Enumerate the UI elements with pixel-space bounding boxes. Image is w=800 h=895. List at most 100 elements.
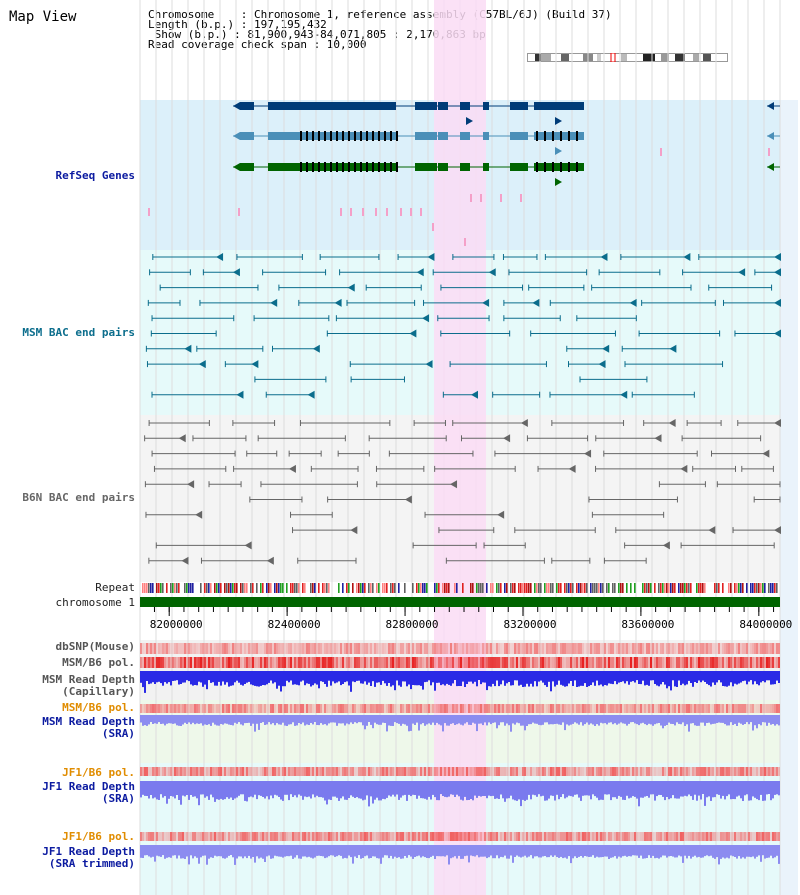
dbsnp-heat [246,643,248,654]
jf1-pol-trim-heat [268,832,270,841]
msm-pol-heat [716,657,718,668]
repeat-mark [762,583,764,593]
msm-pol-heat [304,657,306,668]
msm-pol-sra-heat [526,704,528,713]
track-label-msm-bac[interactable]: MSM BAC end pairs [22,326,135,339]
msm-depth-sra-bar [618,715,620,724]
repeat-mark [242,583,244,593]
jf1-pol-trim-heat [290,832,292,841]
jf1-pol-heat [266,767,268,776]
msm-pol-heat [578,657,580,668]
msm-pol-sra-heat [186,704,188,713]
jf1-depth-trim-bar [662,845,664,856]
msm-depth-sra-bar [356,715,358,724]
jf1-pol-heat [550,767,552,776]
jf1-depth-sra-bar [422,781,424,799]
msm-pol-sra-heat [174,704,176,713]
msm-pol-heat [650,657,652,668]
jf1-pol-heat [564,767,566,776]
jf1-pol-heat [142,767,144,776]
msm-pol-heat [662,657,664,668]
dbsnp-heat [702,643,704,654]
msm-pol-heat [730,657,732,668]
dbsnp-heat [570,643,572,654]
dbsnp-heat [348,643,350,654]
refseq-mark [400,208,402,216]
msm-depth-sra-bar [628,715,630,724]
msm-pol-sra-heat [376,704,378,713]
msm-depth-sra-bar [480,715,482,724]
jf1-depth-trim-bar [222,845,224,859]
jf1-pol-heat [624,767,626,776]
track-label-refseq[interactable]: RefSeq Genes [55,169,135,182]
msm-depth-sra-bar [260,715,262,723]
refseq-exon [534,163,584,171]
dbsnp-heat [214,643,216,654]
msm-pol-sra-heat [248,704,250,713]
jf1-pol-heat [486,767,488,776]
msm-depth-cap-bar [176,671,178,681]
msm-depth-sra-bar [264,715,266,725]
msm-depth-cap-bar [628,671,630,685]
jf1-depth-trim-bar [200,845,202,858]
jf1-depth-trim-bar [550,845,552,856]
jf1-pol-heat [312,767,314,776]
msm-depth-cap-bar [192,671,194,686]
msm-depth-sra-bar [314,715,316,722]
jf1-depth-trim-bar [688,845,690,856]
track-label-b6n-bac[interactable]: B6N BAC end pairs [22,491,135,504]
jf1-depth-trim-bar [660,845,662,858]
msm-pol-heat [628,657,630,668]
msm-pol-heat [696,657,698,668]
jf1-depth-trim-bar [610,845,612,858]
dbsnp-heat [202,643,204,654]
jf1-depth-sra-bar [396,781,398,795]
repeat-mark [750,583,752,593]
jf1-pol-heat [518,767,520,776]
msm-depth-sra-bar [748,715,750,725]
msm-depth-cap-bar [242,671,244,686]
jf1-depth-trim-bar [720,845,722,859]
jf1-pol-trim-heat [370,832,372,841]
jf1-pol-heat [700,767,702,776]
msm-bac-end-marker [774,253,781,261]
jf1-pol-trim-heat [244,832,246,841]
dbsnp-heat [598,643,600,654]
jf1-depth-trim-bar [600,845,602,858]
jf1-depth-trim-bar [224,845,226,859]
msm-pol-sra-heat [338,704,340,713]
jf1-pol-heat [284,767,286,776]
jf1-depth-sra-bar [162,781,164,798]
msm-pol-sra-heat [552,704,554,713]
msm-pol-sra-heat [646,704,648,713]
jf1-pol-heat [778,767,780,776]
jf1-pol-trim-heat [406,832,408,841]
repeat-mark [648,583,650,593]
msm-depth-cap-bar [168,671,170,683]
msm-depth-cap-bar [530,671,532,684]
jf1-pol-heat [304,767,306,776]
jf1-pol-trim-heat [432,832,434,841]
jf1-depth-trim-bar [476,845,478,856]
dbsnp-heat [606,643,608,654]
msm-pol-sra-heat [278,704,280,713]
msm-pol-heat [190,657,192,668]
dbsnp-heat [404,643,406,654]
msm-pol-sra-heat [332,704,334,713]
repeat-mark [328,583,330,593]
repeat-mark [256,583,258,593]
msm-depth-cap-bar [182,671,184,683]
dbsnp-heat [296,643,298,654]
msm-pol-heat [386,657,388,668]
jf1-depth-sra-bar [494,781,496,799]
jf1-depth-sra-bar [462,781,464,801]
msm-depth-cap-bar [778,671,780,683]
jf1-pol-trim-heat [624,832,626,841]
msm-pol-sra-heat [300,704,302,713]
msm-pol-heat [470,657,472,668]
dbsnp-heat [270,643,272,654]
repeat-mark [524,583,526,593]
msm-depth-cap-bar [258,671,260,687]
msm-pol-heat [324,657,326,668]
